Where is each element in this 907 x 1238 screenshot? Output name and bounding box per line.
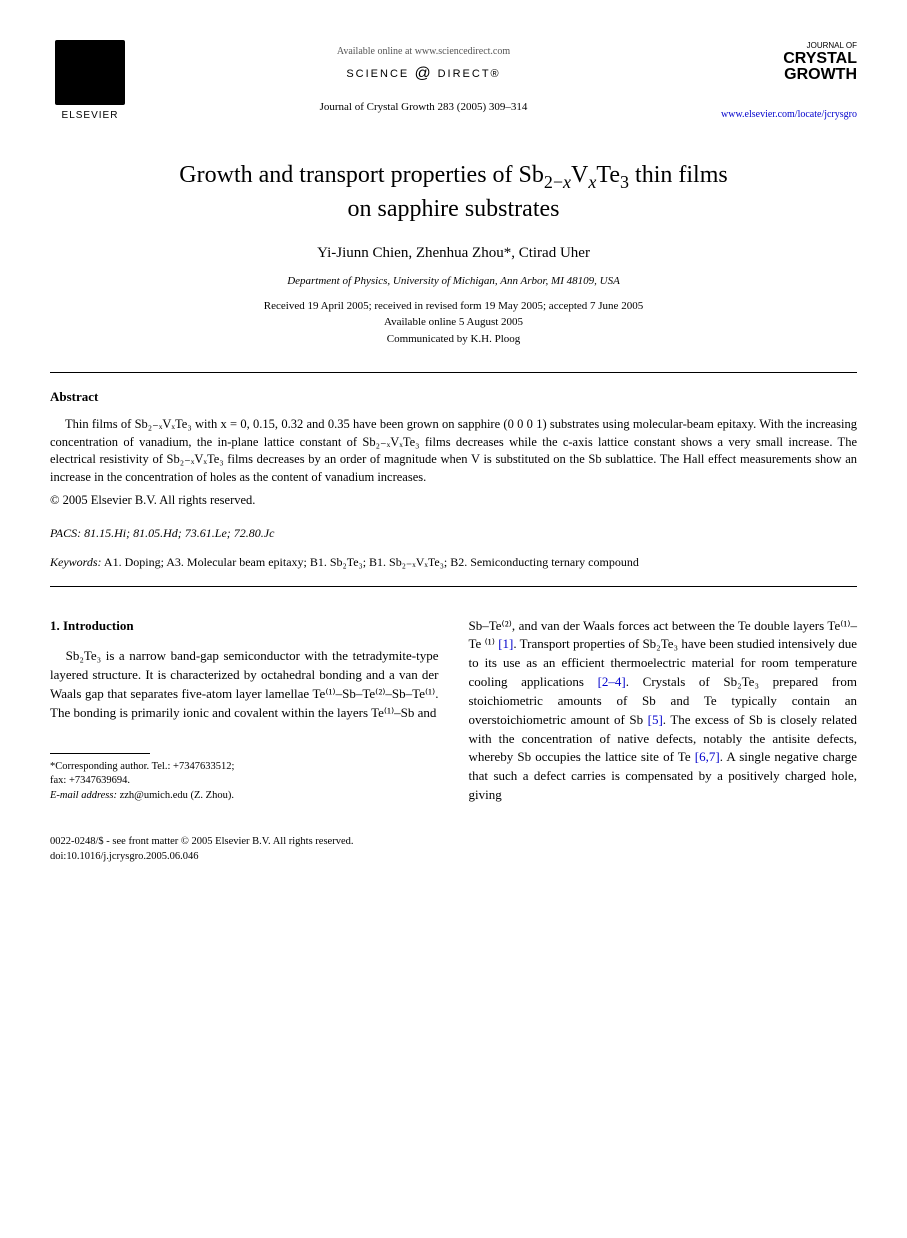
corresponding-author-footnote: *Corresponding author. Tel.: +7347633512… — [50, 760, 439, 804]
keywords-values: A1. Doping; A3. Molecular beam epitaxy; … — [102, 555, 639, 569]
science-text: SCIENCE — [346, 68, 409, 80]
email-label: E-mail address: — [50, 790, 117, 801]
ref-link-4[interactable]: [6,7] — [695, 749, 720, 764]
elsevier-logo: ELSEVIER — [50, 40, 130, 130]
title-text-3: Te — [596, 162, 620, 188]
title-sub-1: 2− — [544, 172, 563, 192]
pacs-label: PACS: — [50, 526, 81, 540]
footer-doi: doi:10.1016/j.jcrysgro.2005.06.046 — [50, 851, 198, 862]
title-text-1: Growth and transport properties of Sb — [179, 162, 544, 188]
abstract-copyright: © 2005 Elsevier B.V. All rights reserved… — [50, 492, 857, 510]
available-date: Available online 5 August 2005 — [384, 316, 523, 328]
title-text-2: V — [571, 162, 588, 188]
crystal-text: CRYSTAL — [717, 51, 857, 67]
available-online-text: Available online at www.sciencedirect.co… — [130, 45, 717, 59]
affiliation: Department of Physics, University of Mic… — [50, 274, 857, 289]
header: ELSEVIER Available online at www.science… — [50, 40, 857, 130]
left-column: 1. Introduction Sb₂Te₃ is a narrow band-… — [50, 617, 439, 805]
center-header: Available online at www.sciencedirect.co… — [130, 40, 717, 116]
introduction-heading: 1. Introduction — [50, 617, 439, 636]
pacs-line: PACS: 81.15.Hi; 81.05.Hd; 73.61.Le; 72.8… — [50, 525, 857, 542]
title-line2: on sapphire substrates — [348, 196, 560, 222]
journal-url[interactable]: www.elsevier.com/locate/jcrysgro — [717, 108, 857, 122]
title-text-4: thin films — [629, 162, 728, 188]
page-footer: 0022-0248/$ - see front matter © 2005 El… — [50, 835, 857, 864]
article-dates: Received 19 April 2005; received in revi… — [50, 298, 857, 348]
intro-para-right: Sb–Te⁽²⁾, and van der Waals forces act b… — [469, 617, 858, 805]
footer-copyright: 0022-0248/$ - see front matter © 2005 El… — [50, 836, 353, 847]
at-icon: @ — [414, 65, 432, 82]
title-x1: x — [563, 172, 571, 192]
email-address: zzh@umich.edu (Z. Zhou). — [117, 790, 234, 801]
corresponding-text: *Corresponding author. Tel.: +7347633512… — [50, 761, 234, 772]
journal-logo: JOURNAL OF CRYSTAL GROWTH www.elsevier.c… — [717, 40, 857, 122]
science-direct-logo: SCIENCE @ DIRECT® — [130, 63, 717, 85]
footnote-separator — [50, 753, 150, 754]
pacs-values: 81.15.Hi; 81.05.Hd; 73.61.Le; 72.80.Jc — [81, 526, 274, 540]
right-column: Sb–Te⁽²⁾, and van der Waals forces act b… — [469, 617, 858, 805]
journal-reference: Journal of Crystal Growth 283 (2005) 309… — [130, 100, 717, 115]
title-sub-3: 3 — [620, 172, 629, 192]
ref-link-3[interactable]: [5] — [648, 712, 663, 727]
body-columns: 1. Introduction Sb₂Te₃ is a narrow band-… — [50, 617, 857, 805]
elsevier-tree-icon — [55, 40, 125, 105]
direct-text: DIRECT® — [438, 68, 501, 80]
abstract-text: Thin films of Sb₂₋ₓVₓTe₃ with x = 0, 0.1… — [50, 416, 857, 486]
keywords-label: Keywords: — [50, 555, 102, 569]
fax-text: fax: +7347639694. — [50, 775, 130, 786]
communicated-by: Communicated by K.H. Ploog — [387, 333, 521, 345]
divider-top — [50, 372, 857, 373]
divider-bottom — [50, 586, 857, 587]
abstract-heading: Abstract — [50, 388, 857, 406]
authors: Yi-Jiunn Chien, Zhenhua Zhou*, Ctirad Uh… — [50, 243, 857, 264]
elsevier-text: ELSEVIER — [62, 109, 119, 123]
ref-link-1[interactable]: [1] — [498, 636, 513, 651]
received-date: Received 19 April 2005; received in revi… — [264, 300, 643, 312]
article-title: Growth and transport properties of Sb2−x… — [50, 160, 857, 225]
ref-link-2[interactable]: [2–4] — [598, 674, 626, 689]
growth-text: GROWTH — [717, 67, 857, 83]
keywords-line: Keywords: A1. Doping; A3. Molecular beam… — [50, 554, 857, 571]
intro-para-left: Sb₂Te₃ is a narrow band-gap semiconducto… — [50, 647, 439, 722]
